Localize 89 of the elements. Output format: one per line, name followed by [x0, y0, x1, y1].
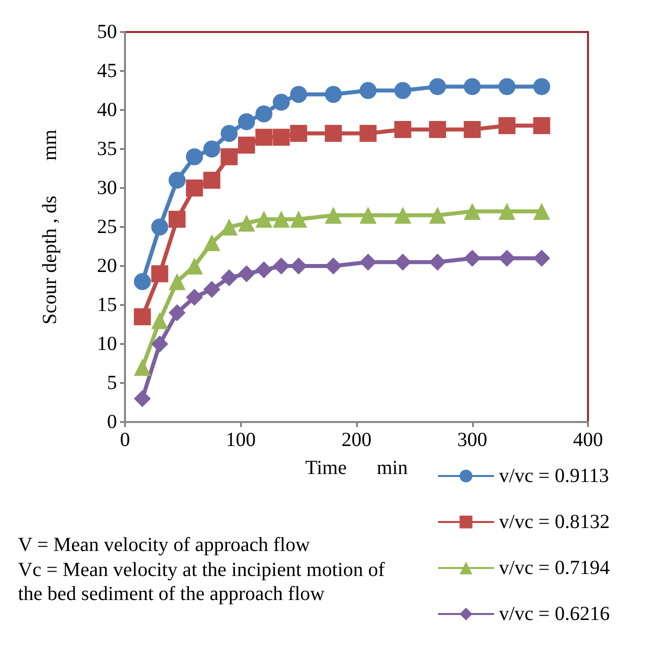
point — [168, 304, 186, 322]
y-tick-label: 35 — [97, 138, 117, 160]
point — [186, 180, 203, 196]
point — [290, 210, 308, 228]
point — [394, 254, 412, 271]
point — [464, 250, 481, 267]
legend-label: v/vc = 0.9113 — [499, 465, 609, 487]
legend-label: v/vc = 0.8132 — [499, 511, 610, 533]
point — [255, 105, 272, 122]
point — [168, 273, 186, 290]
point — [324, 206, 342, 224]
point — [429, 254, 446, 271]
point — [360, 82, 377, 99]
legend-label: v/vc = 0.6216 — [499, 603, 610, 625]
point — [429, 121, 446, 138]
point — [220, 124, 238, 142]
point — [186, 148, 203, 166]
point — [429, 206, 446, 224]
y-axis-title: Scour depth , ds mm — [39, 129, 61, 324]
y-tick-label: 25 — [97, 216, 117, 238]
point — [272, 94, 290, 111]
point — [151, 312, 168, 330]
y-tick-label: 45 — [97, 60, 117, 82]
point — [498, 202, 516, 220]
point — [533, 202, 550, 220]
point — [238, 113, 256, 130]
point — [290, 124, 308, 142]
point — [498, 78, 516, 96]
point — [324, 86, 342, 103]
text: Vc = Mean velocity at the incipient motion of the bed sediment of the approach flow — [18, 559, 390, 605]
x-tick-label: 100 — [226, 429, 256, 451]
point — [134, 390, 151, 408]
point — [220, 148, 238, 166]
text: V = Mean velocity of approach flow — [18, 534, 310, 556]
point — [238, 214, 256, 232]
point — [220, 269, 238, 286]
point — [360, 254, 377, 271]
point — [272, 210, 290, 228]
y-tick-label: 5 — [107, 372, 117, 394]
point — [324, 258, 342, 274]
y-tick-label: 40 — [97, 99, 117, 121]
point — [464, 121, 481, 138]
point — [533, 78, 550, 96]
point — [168, 172, 186, 189]
y-tick-label: 10 — [97, 333, 117, 355]
point — [324, 124, 342, 142]
point — [360, 206, 377, 224]
point — [203, 172, 220, 189]
point — [290, 86, 308, 103]
point — [255, 210, 272, 228]
point — [464, 202, 481, 220]
legend-label: v/vc = 0.7194 — [499, 557, 610, 579]
point — [272, 128, 290, 146]
point — [255, 261, 272, 278]
point — [134, 308, 151, 326]
point — [533, 250, 550, 267]
y-tick-label: 50 — [97, 21, 117, 43]
point — [360, 124, 377, 142]
point — [203, 280, 220, 298]
point — [220, 218, 238, 236]
point — [272, 258, 290, 274]
point — [151, 336, 168, 352]
point — [151, 265, 168, 282]
point — [203, 234, 220, 252]
point — [134, 358, 151, 376]
point — [498, 250, 516, 267]
point — [238, 136, 256, 154]
x-tick-label: 400 — [573, 429, 603, 451]
point — [533, 117, 550, 134]
point — [186, 288, 203, 306]
y-tick-label: 0 — [107, 411, 117, 433]
point — [429, 78, 446, 96]
point — [203, 140, 220, 158]
point — [394, 82, 412, 99]
y-tick-label: 15 — [97, 294, 117, 316]
point — [394, 121, 412, 138]
x-tick-label: 300 — [457, 429, 488, 451]
point — [168, 210, 186, 228]
point — [498, 117, 516, 134]
point — [464, 78, 481, 96]
point — [151, 218, 168, 236]
y-tick-label: 30 — [97, 177, 117, 199]
y-tick-label: 20 — [97, 255, 117, 277]
point — [394, 206, 412, 224]
x-axis-title: Time min — [305, 457, 408, 479]
x-tick-label: 200 — [342, 429, 372, 451]
point — [134, 273, 151, 290]
point — [238, 265, 256, 282]
point — [255, 128, 272, 146]
